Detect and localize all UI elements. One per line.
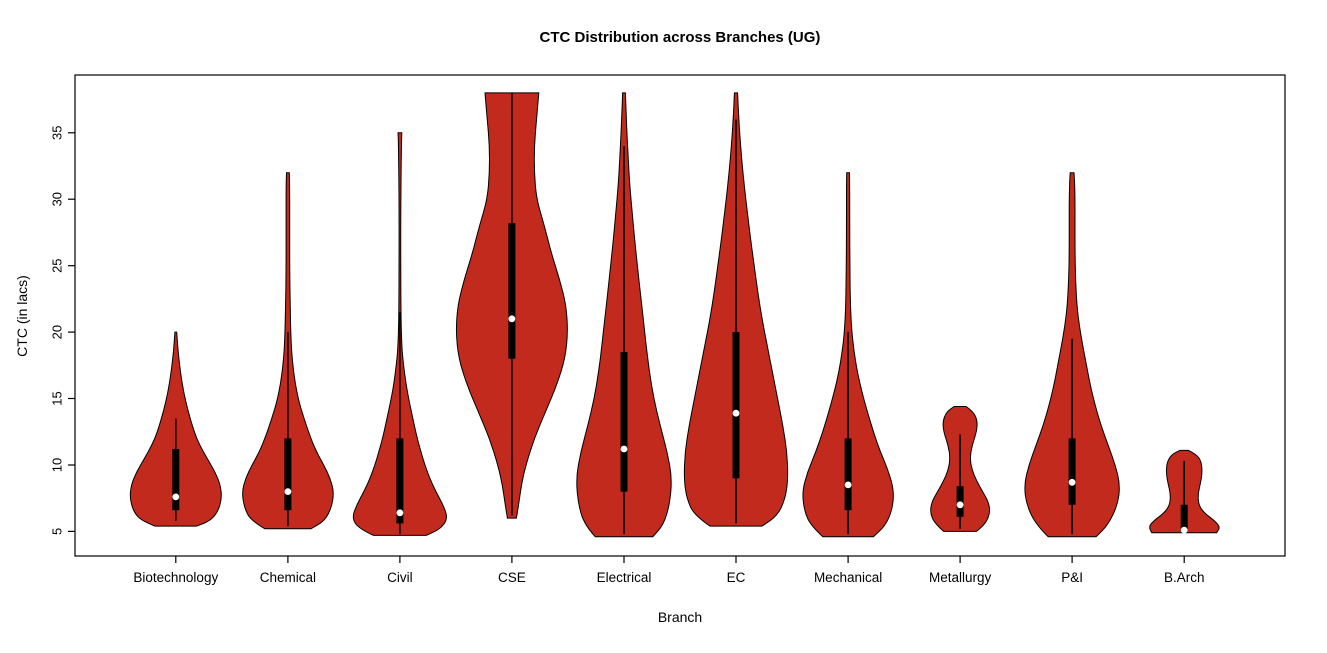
iqr-bar [1180,504,1188,532]
x-tick-label-0: Biotechnology [133,570,218,585]
violin-Mechanical [802,172,894,538]
iqr-bar [396,438,404,524]
y-tick-label: 5 [49,528,64,535]
y-axis-label: CTC (in lacs) [14,275,30,357]
y-tick-label: 25 [49,258,64,272]
median-dot [508,315,516,323]
violin-EC [683,92,789,527]
x-axis-label: Branch [658,609,702,625]
plot-area: 5 10 15 20 25 30 35 Biotechnology Chemical Civil C… [49,74,1286,585]
iqr-bar [844,438,852,511]
iqr-bar [172,449,180,511]
iqr-bar [1068,438,1076,505]
y-tick-label: 10 [49,458,64,472]
iqr-bar [620,352,628,492]
median-dot [1068,478,1076,486]
median-dot [956,501,964,509]
median-dot [620,445,628,453]
violin-B-Arch [1149,449,1220,534]
median-dot [844,481,852,489]
y-tick-label: 15 [49,391,64,405]
x-tick-label-9: B.Arch [1164,570,1205,585]
median-dot [396,509,404,517]
violin-Chemical [242,172,334,530]
violin-Metallurgy [930,406,991,532]
x-tick-label-2: Civil [387,570,413,585]
iqr-bar [284,438,292,511]
y-tick-label: 20 [49,325,64,339]
median-dot [1180,526,1188,534]
median-dot [284,488,292,495]
violin-P-I [1024,172,1120,538]
violin-CSE [455,92,568,519]
median-dot [172,493,180,501]
x-tick-label-7: Metallurgy [929,570,992,585]
iqr-bar [508,223,516,359]
plot-border [74,74,1286,557]
chart-title: CTC Distribution across Branches (UG) [540,29,821,46]
x-tick-label-6: Mechanical [814,570,882,585]
median-dot [732,409,740,417]
y-tick-label: 30 [49,192,64,206]
violin-Biotechnology [129,331,222,527]
x-tick-label-3: CSE [498,570,526,585]
x-tick-label-8: P&I [1061,570,1083,585]
violin-Electrical [576,92,672,538]
violin-Civil [352,132,447,536]
iqr-bar [732,332,740,479]
y-tick-label: 35 [49,126,64,140]
x-tick-label-1: Chemical [260,570,316,585]
x-tick-label-5: EC [727,570,746,585]
x-tick-label-4: Electrical [597,570,652,585]
